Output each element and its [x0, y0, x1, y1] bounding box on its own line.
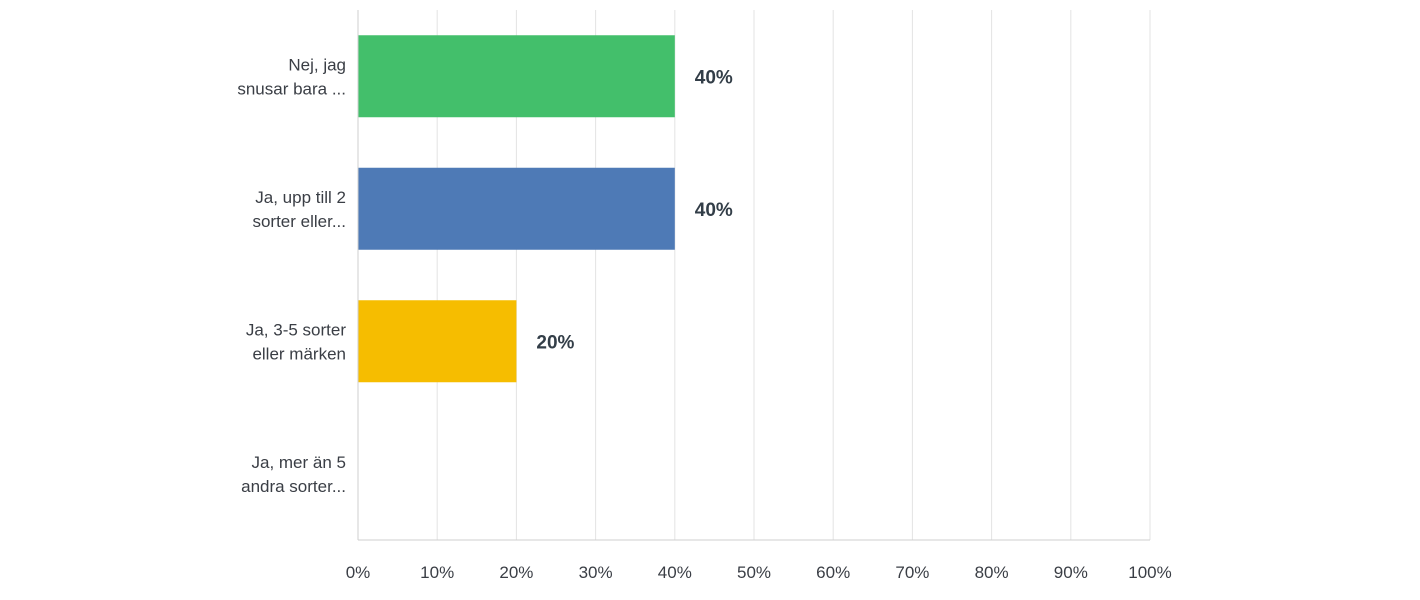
x-tick-label: 30% [579, 563, 613, 582]
category-label: sorter eller... [252, 212, 346, 231]
category-label: snusar bara ... [237, 79, 346, 98]
x-tick-label: 40% [658, 563, 692, 582]
x-tick-label: 50% [737, 563, 771, 582]
bar-value-label: 40% [695, 67, 733, 88]
category-label: Nej, jag [288, 55, 346, 74]
x-tick-label: 10% [420, 563, 454, 582]
labels: 0% 10% 20% 30% 40% 50% 60% 70% 80% 90% 100% 40% Nej,… [237, 55, 1171, 582]
axes [357, 10, 1150, 541]
x-tick-label: 0% [346, 563, 371, 582]
bar-value-label: 20% [536, 332, 574, 353]
x-tick-label: 60% [816, 563, 850, 582]
bar-value-label: 40% [695, 200, 733, 221]
category-label: Ja, 3-5 sorter [246, 320, 346, 339]
x-tick-label: 100% [1128, 563, 1171, 582]
bar [358, 167, 675, 250]
x-tick-label: 20% [499, 563, 533, 582]
x-tick-label: 90% [1054, 563, 1088, 582]
bar [358, 35, 675, 118]
bar [358, 300, 517, 383]
category-label: andra sorter... [241, 477, 346, 496]
category-label: Ja, upp till 2 [255, 188, 346, 207]
x-tick-label: 70% [895, 563, 929, 582]
category-label: eller märken [252, 344, 346, 363]
x-tick-label: 80% [975, 563, 1009, 582]
category-label: Ja, mer än 5 [252, 453, 347, 472]
bars [358, 35, 675, 383]
